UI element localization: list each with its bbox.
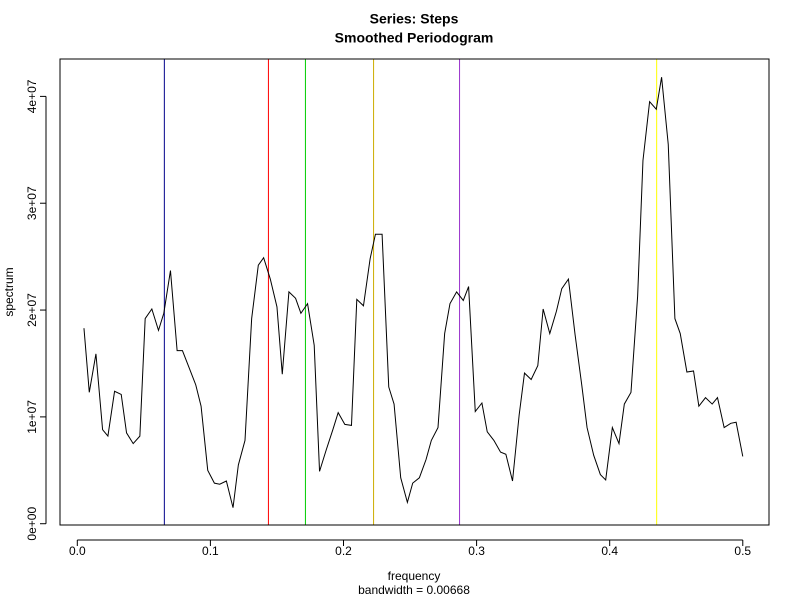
y-tick-label: 1e+07 — [25, 400, 39, 434]
x-tick-label: 0.4 — [601, 544, 618, 558]
chart-subtitle: Smoothed Periodogram — [335, 30, 494, 46]
x-axis-sublabel: bandwidth = 0.00668 — [358, 583, 470, 597]
y-axis-label: spectrum — [2, 267, 16, 316]
plot-frame — [59, 58, 770, 526]
x-tick-label: 0.1 — [202, 544, 219, 558]
x-axis-label: frequency — [388, 569, 441, 583]
x-tick-label: 0.0 — [69, 544, 86, 558]
y-tick-label: 3e+07 — [25, 186, 39, 220]
y-tick-label: 0e+00 — [25, 507, 39, 541]
chart-title: Series: Steps — [370, 11, 459, 27]
x-tick-label: 0.5 — [734, 544, 751, 558]
y-tick-label: 2e+07 — [25, 293, 39, 327]
y-tick-label: 4e+07 — [25, 79, 39, 113]
x-tick-label: 0.2 — [335, 544, 352, 558]
line-series — [83, 77, 744, 508]
x-tick-label: 0.3 — [468, 544, 485, 558]
